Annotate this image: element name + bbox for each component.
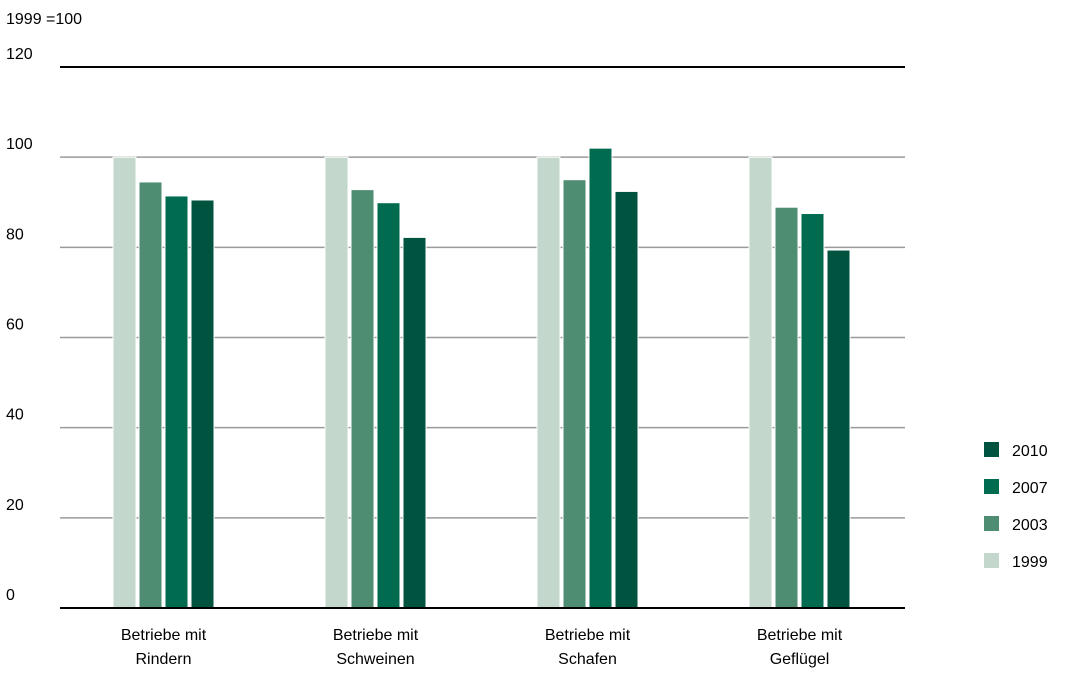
legend-label-2003: 2003 [1012,517,1048,534]
bar-2010-0 [190,199,215,609]
legend-label-1999: 1999 [1012,554,1048,571]
x-category-label: Schafen [558,651,617,668]
y-tick-label: 100 [6,136,33,153]
bar-2003-1 [350,189,375,609]
bar-2003-3 [774,206,799,609]
legend-swatch-2010 [984,442,999,457]
y-tick-label: 80 [6,226,24,243]
bar-2007-0 [164,195,189,609]
bar-1999-2 [536,156,561,609]
y-tick-label: 0 [6,587,15,604]
bar-2007-2 [588,147,613,609]
x-category-label: Geflügel [770,651,830,668]
legend-label-2007: 2007 [1012,480,1048,497]
bar-2007-3 [800,213,825,609]
bar-2010-2 [614,190,639,609]
legend-swatch-2007 [984,479,999,494]
x-category-label: Betriebe mit [757,627,843,644]
bar-1999-1 [324,156,349,609]
bar-2010-3 [826,249,851,609]
x-category-label: Betriebe mit [333,627,419,644]
y-tick-label: 20 [6,497,24,514]
legend-swatch-2003 [984,516,999,531]
bar-1999-0 [112,156,137,609]
axes: 0 20 40 60 80 100 120 Betriebe mit Rindern Betrie… [6,46,905,668]
x-category-label: Betriebe mit [121,627,207,644]
legend: 2010 2007 2003 1999 [984,442,1048,571]
bar-1999-3 [748,156,773,609]
x-category-label: Rindern [135,651,191,668]
bar-2003-0 [138,181,163,609]
y-tick-label: 40 [6,407,24,424]
y-tick-label: 60 [6,317,24,334]
bar-2007-1 [376,202,401,609]
bars [112,147,851,609]
legend-swatch-1999 [984,553,999,568]
y-tick-label: 120 [6,46,33,63]
x-category-label: Schweinen [336,651,414,668]
legend-label-2010: 2010 [1012,443,1048,460]
bar-2010-1 [402,236,427,609]
y-axis-unit-label: 1999 =100 [6,11,82,28]
x-category-label: Betriebe mit [545,627,631,644]
bar-2003-2 [562,179,587,609]
